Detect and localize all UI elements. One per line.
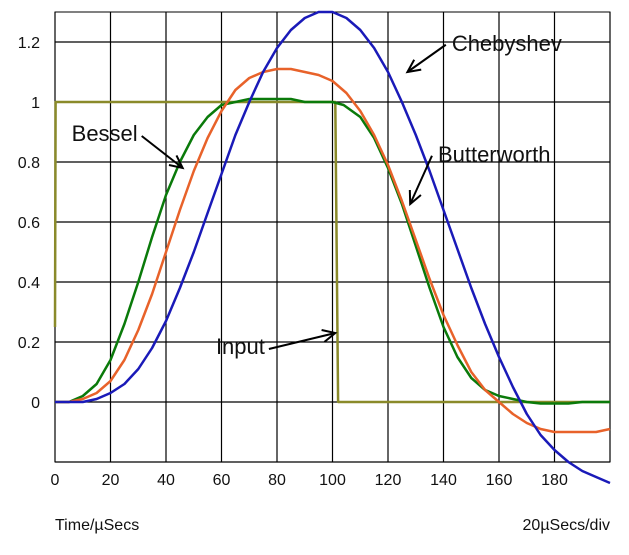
annotation-chebyshev: Chebyshev <box>452 31 562 56</box>
annotation-arrow-shaft <box>141 135 184 169</box>
x-tick-label: 20 <box>102 472 120 489</box>
annotation-butterworth: Butterworth <box>438 142 551 167</box>
annotation-arrow-head <box>168 154 185 170</box>
x-tick-label: 100 <box>319 472 346 489</box>
tick-labels: 0 20 40 60 80 100 120 140 160 180 0 0.2 0.4 0.6 0.8 1 1.… <box>18 35 568 489</box>
x-axis-label: Time/µSecs <box>55 517 139 534</box>
x-tick-label: 40 <box>157 472 175 489</box>
y-tick-label: 0.4 <box>18 275 40 292</box>
annotation-arrow-head <box>321 329 338 343</box>
x-tick-label: 60 <box>213 472 231 489</box>
annotation-arrow-shaft <box>406 43 447 73</box>
x-tick-label: 80 <box>268 472 286 489</box>
x-tick-label: 140 <box>430 472 457 489</box>
y-tick-label: 1.2 <box>18 35 40 52</box>
x-tick-label: 120 <box>375 472 402 489</box>
y-tick-label: 0.2 <box>18 335 40 352</box>
annotation-input: Input <box>216 334 265 359</box>
y-tick-label: 0.8 <box>18 155 40 172</box>
annotations: Chebyshev Butterworth Bessel Input <box>72 31 562 359</box>
y-tick-label: 0.6 <box>18 215 40 232</box>
series-bessel-line <box>55 97 610 405</box>
series-chebyshev-line <box>55 10 611 485</box>
x-tick-label: 0 <box>51 472 60 489</box>
annotation-arrow-head <box>408 189 422 207</box>
series-lines <box>53 10 611 485</box>
series-butterworth-line <box>55 67 611 434</box>
annotation-arrow-head <box>405 59 422 74</box>
x-tick-label: 180 <box>541 472 568 489</box>
annotation-arrow-shaft <box>268 332 336 350</box>
annotation-bessel: Bessel <box>72 121 138 146</box>
x-tick-label: 160 <box>486 472 513 489</box>
y-tick-label: 1 <box>31 95 40 112</box>
y-tick-label: 0 <box>31 395 40 412</box>
annotation-arrow-shaft <box>409 155 433 205</box>
grid <box>54 11 611 463</box>
scale-label: 20µSecs/div <box>523 517 610 534</box>
